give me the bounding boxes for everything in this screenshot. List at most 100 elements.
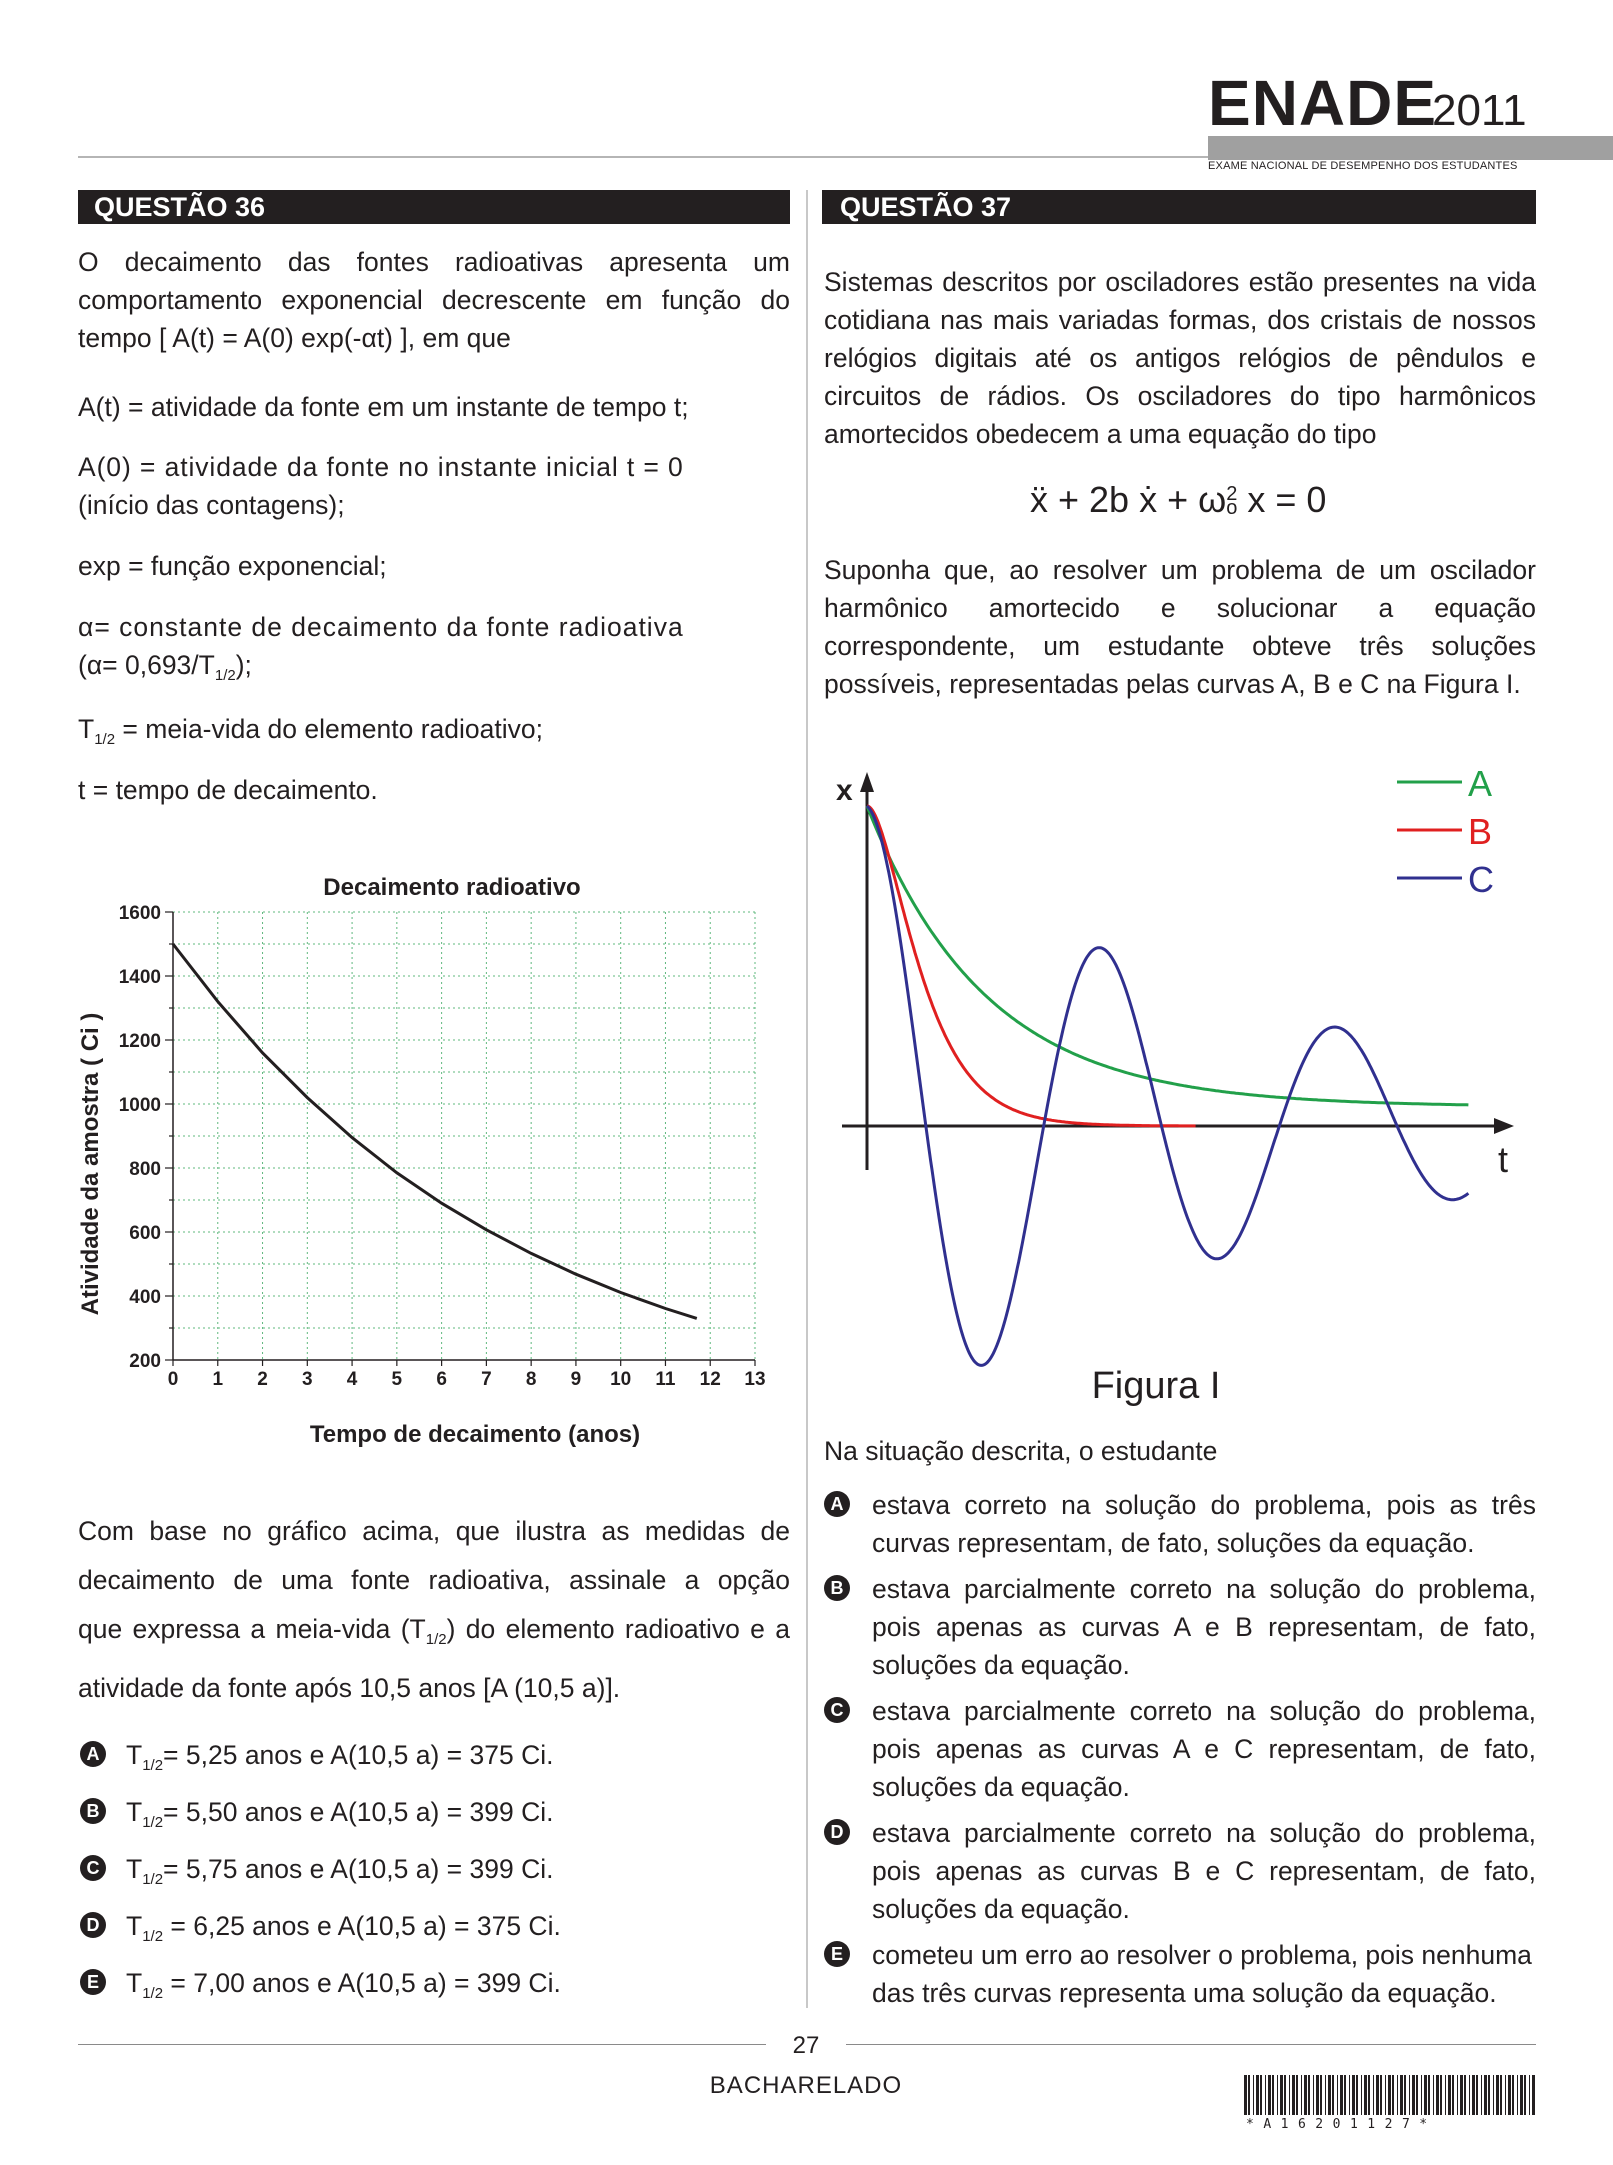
x-tick-label: 6 — [436, 1369, 447, 1390]
barcode-bar — [1452, 2075, 1454, 2115]
q36-option-d[interactable]: D T1/2 = 6,25 anos e A(10,5 a) = 375 Ci. — [80, 1907, 561, 1956]
barcode-bar — [1356, 2075, 1358, 2115]
opt-t: T — [126, 1740, 143, 1770]
barcode-bar — [1428, 2075, 1430, 2115]
barcode-bar — [1349, 2075, 1350, 2115]
barcode-bar — [1484, 2075, 1487, 2115]
q36-def-exp: exp = função exponencial; — [78, 551, 387, 581]
opt-rest: = 5,75 anos e A(10,5 a) = 399 Ci. — [163, 1854, 554, 1884]
q36-question-line3-a: que expressa a meia-vida (T — [78, 1614, 426, 1644]
barcode-bar — [1280, 2075, 1283, 2115]
x-tick-label: 13 — [744, 1369, 765, 1390]
q37-para2: Suponha que, ao resolver um problema de … — [824, 555, 1536, 699]
barcode-bar — [1320, 2075, 1322, 2115]
curve-b — [866, 804, 1196, 1128]
q36-option-d-text: T1/2 = 6,25 anos e A(10,5 a) = 375 Ci. — [126, 1907, 561, 1956]
opt-sub: 1/2 — [142, 1814, 164, 1831]
y-axis-label: Atividade da amostra ( Ci ) — [77, 1013, 104, 1316]
enade-logo-title: ENADE — [1208, 67, 1438, 139]
barcode-bar — [1376, 2075, 1379, 2115]
y-tick-label: 600 — [129, 1223, 161, 1244]
opt-t: T — [126, 1797, 143, 1827]
barcode-bar — [1272, 2075, 1274, 2115]
y-tick-label: 400 — [129, 1287, 161, 1308]
x-tick-label: 5 — [392, 1369, 403, 1390]
q37-option-d[interactable]: D estava parcialmente correto na solução… — [824, 1814, 1536, 1928]
barcode-bar — [1404, 2075, 1406, 2115]
q37-intro: Sistemas descritos por osciladores estão… — [824, 267, 1536, 449]
y-tick-label: 1400 — [119, 967, 161, 988]
decay-chart: 0 1 2 3 4 5 6 7 8 9 10 11 12 132004006008001000120014… — [77, 874, 766, 1448]
barcode-bar — [1344, 2075, 1346, 2115]
q37-option-b-text: estava parcialmente correto na solução d… — [872, 1574, 1536, 1680]
barcode-bar — [1388, 2075, 1391, 2115]
option-badge-e: E — [824, 1941, 850, 1967]
t12-subscript: 1/2 — [94, 731, 116, 748]
q36-option-a[interactable]: A T1/2= 5,25 anos e A(10,5 a) = 375 Ci. — [80, 1736, 553, 1785]
t12-symbol: T — [78, 714, 95, 744]
q36-header: QUESTÃO 36 — [78, 190, 790, 224]
curve-c — [865, 804, 1470, 1367]
footer-rule-left — [78, 2044, 766, 2045]
q37-option-e[interactable]: E cometeu um erro ao resolver o problema… — [824, 1936, 1536, 2012]
curve-a — [865, 805, 1469, 1107]
barcode-bar — [1328, 2075, 1331, 2115]
footer-rule-right — [846, 2044, 1536, 2045]
barcode-bar — [1400, 2075, 1403, 2115]
barcode-bar — [1260, 2075, 1262, 2115]
chart-title: Decaimento radioativo — [323, 874, 580, 901]
barcode-bar — [1284, 2075, 1286, 2115]
x-tick-label: 7 — [481, 1369, 492, 1390]
q36-option-c[interactable]: C T1/2= 5,75 anos e A(10,5 a) = 399 Ci. — [80, 1850, 553, 1899]
barcode-bar — [1520, 2075, 1523, 2115]
q36-intro: O decaimento das fontes radioativas apre… — [78, 247, 790, 353]
barcode-bar — [1392, 2075, 1394, 2115]
q36-def-a0-line2: (início das contagens); — [78, 490, 345, 520]
q37-option-c[interactable]: C estava parcialmente correto na solução… — [824, 1692, 1536, 1806]
opt-rest: = 5,50 anos e A(10,5 a) = 399 Ci. — [163, 1797, 554, 1827]
barcode-bar — [1325, 2075, 1326, 2115]
y-tick-label: 1600 — [119, 903, 161, 924]
barcode-bar — [1268, 2075, 1271, 2115]
q36-def-t12: T1/2 = meia-vida do elemento radioativo; — [78, 710, 790, 759]
q36-def-alpha-line1: α= constante de decaimento da fonte radi… — [78, 612, 684, 642]
barcode-bar — [1397, 2075, 1398, 2115]
t12-def-text: = meia-vida do elemento radioativo; — [115, 714, 543, 744]
q36-def-alpha-line2: (α= 0,693/T1/2); — [78, 646, 790, 695]
x-axis-arrowhead — [860, 772, 874, 792]
option-badge-d: D — [80, 1912, 106, 1938]
legend-label-b: B — [1468, 811, 1492, 852]
barcode-bar — [1292, 2075, 1295, 2115]
x-tick-label: 4 — [347, 1369, 358, 1390]
option-badge-b: B — [824, 1575, 850, 1601]
q36-question-line3-b: ) do elemento radioativo e a — [446, 1614, 790, 1644]
x-tick-label: 0 — [168, 1369, 179, 1390]
barcode-bar — [1436, 2075, 1439, 2115]
q36-option-e[interactable]: E T1/2 = 7,00 anos e A(10,5 a) = 399 Ci. — [80, 1964, 561, 2013]
alpha-def-subscript: 1/2 — [214, 667, 236, 684]
barcode-bar — [1368, 2075, 1370, 2115]
q36-option-b[interactable]: B T1/2= 5,50 anos e A(10,5 a) = 399 Ci. — [80, 1793, 553, 1842]
barcode-bar — [1364, 2075, 1367, 2115]
barcode-bar — [1529, 2075, 1530, 2115]
q37-option-b[interactable]: B estava parcialmente correto na solução… — [824, 1570, 1536, 1684]
barcode-bar — [1373, 2075, 1374, 2115]
barcode-bar — [1361, 2075, 1362, 2115]
x-axis-label: Tempo de decaimento (anos) — [310, 1421, 640, 1448]
q36-question-line2: decaimento de uma fonte radioativa, assi… — [78, 1565, 790, 1595]
barcode-bar — [1337, 2075, 1338, 2115]
q37-option-a[interactable]: A estava correto na solução do problema,… — [824, 1486, 1536, 1562]
legend-label-a: A — [1468, 763, 1492, 804]
barcode-bar — [1289, 2075, 1290, 2115]
logo-gray-bar — [1208, 136, 1613, 160]
opt-rest: = 7,00 anos e A(10,5 a) = 399 Ci. — [163, 1968, 561, 1998]
option-badge-c: C — [824, 1697, 850, 1723]
barcode-bar — [1433, 2075, 1434, 2115]
barcode-bar — [1496, 2075, 1499, 2115]
q37-option-a-text: estava correto na solução do problema, p… — [872, 1490, 1536, 1558]
column-divider — [806, 190, 808, 2008]
opt-sub: 1/2 — [142, 1985, 164, 2002]
q36-option-a-text: T1/2= 5,25 anos e A(10,5 a) = 375 Ci. — [126, 1736, 553, 1785]
opt-t: T — [126, 1968, 143, 1998]
